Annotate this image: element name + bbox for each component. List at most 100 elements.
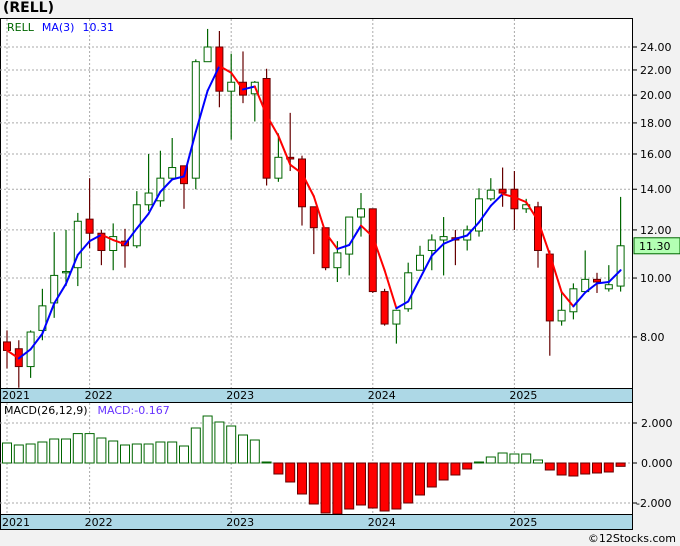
legend-ma-label: MA(3) xyxy=(42,21,75,34)
macd-bar-negative xyxy=(308,462,319,505)
macd-bar-positive xyxy=(167,441,178,464)
candle-up xyxy=(168,167,177,179)
ma-segment xyxy=(206,64,221,92)
candle-up xyxy=(557,309,566,322)
ma-segment xyxy=(6,349,20,360)
macd-bar-negative xyxy=(356,462,366,506)
candle-up xyxy=(73,220,82,269)
ma-segment xyxy=(430,242,445,257)
legend-ma-value: 10.31 xyxy=(82,21,114,34)
ma-segment xyxy=(537,219,551,256)
ma-segment xyxy=(466,221,480,237)
candle-up xyxy=(616,245,625,287)
macd-bar-negative xyxy=(615,462,626,467)
candle-up xyxy=(274,156,283,179)
macd-bar-positive xyxy=(521,453,532,464)
ma-segment xyxy=(41,302,56,335)
macd-bar-positive xyxy=(179,445,189,464)
ma-segment xyxy=(371,235,386,272)
ma-line xyxy=(6,64,622,360)
macd-bar-negative xyxy=(592,462,602,474)
macd-bar-negative xyxy=(556,462,567,476)
year-label: 2021 xyxy=(2,389,30,402)
macd-bar-positive xyxy=(143,443,154,464)
ma-segment xyxy=(478,204,492,224)
macd-bar-negative xyxy=(320,462,331,514)
ma-segment xyxy=(194,89,209,133)
candle-down xyxy=(85,218,94,234)
candle-down xyxy=(3,341,11,351)
macd-bar-positive xyxy=(2,442,12,464)
candle-up xyxy=(333,252,342,269)
ma-segment xyxy=(124,227,138,246)
macd-bar-negative xyxy=(391,462,402,510)
ma-segment xyxy=(584,282,598,294)
candle-up xyxy=(475,198,483,232)
candle-up xyxy=(392,309,401,325)
macd-bar-positive xyxy=(96,437,107,464)
last-price-tag: 11.30 xyxy=(633,237,680,255)
macd-title: MACD(26,12,9) xyxy=(4,404,88,417)
candle-up xyxy=(203,46,212,63)
last-price-label: 11.30 xyxy=(639,240,671,253)
ma-segment xyxy=(419,254,433,280)
ma-segment xyxy=(596,281,610,285)
macd-bar-negative xyxy=(403,462,414,504)
ma-segment xyxy=(525,201,539,222)
macd-bar-positive xyxy=(25,443,36,464)
macd-bar-positive xyxy=(249,439,260,464)
ma-segment xyxy=(253,85,268,117)
ma-segment xyxy=(489,192,504,207)
price-tick-label: 24.00 xyxy=(640,41,672,54)
macd-tick-label: 0.000 xyxy=(641,457,673,470)
chart-title: (RELL) xyxy=(3,0,54,16)
year-label: 2024 xyxy=(368,389,396,402)
copyright-footer: ©12Stocks.com xyxy=(587,532,676,545)
macd-bar-negative xyxy=(415,462,425,496)
macd-axis: 2.000 0.000 -2.000 xyxy=(632,417,673,510)
candle-up xyxy=(486,189,495,200)
ma-segment xyxy=(171,175,185,181)
macd-bar-negative xyxy=(438,462,449,481)
ma-segment xyxy=(336,244,351,250)
macd-bar-negative xyxy=(285,462,296,483)
macd-bar-negative xyxy=(273,462,284,475)
ma-segment xyxy=(312,195,327,234)
candle-down xyxy=(309,206,318,229)
ma-segment xyxy=(301,172,315,198)
macd-legend: MACD(26,12,9) MACD:-0.167 xyxy=(4,404,170,417)
macd-bar-positive xyxy=(533,459,543,464)
ma-segment xyxy=(76,240,91,256)
price-tick-label: 18.00 xyxy=(640,117,672,130)
macd-bar-positive xyxy=(226,425,237,464)
macd-year-labels: 2021 2022 2023 2024 2025 xyxy=(2,516,537,529)
candle-up xyxy=(357,208,365,218)
candle-down xyxy=(97,232,106,251)
candles xyxy=(3,28,625,388)
ma-segment xyxy=(501,192,516,199)
macd-bar-negative xyxy=(462,462,473,470)
macd-bar-negative xyxy=(544,462,555,471)
candle-down xyxy=(380,291,389,325)
ma-segment xyxy=(289,163,303,175)
macd-bar-negative xyxy=(332,462,343,515)
ma-segment xyxy=(230,71,244,91)
year-label: 2022 xyxy=(85,516,113,529)
ma-segment xyxy=(29,332,44,351)
ma-segment xyxy=(360,224,374,238)
candle-up xyxy=(227,81,236,92)
candle-down xyxy=(321,227,330,269)
macd-bar-negative xyxy=(450,462,461,476)
candle-down xyxy=(593,278,601,283)
candle-up xyxy=(569,288,578,313)
ma-segment xyxy=(159,178,174,193)
price-tick-label: 8.00 xyxy=(640,331,665,344)
candle-up xyxy=(416,254,424,271)
ma-segment xyxy=(53,282,67,305)
year-label: 2022 xyxy=(85,389,113,402)
candle-down xyxy=(498,188,507,194)
candle-up xyxy=(38,305,47,331)
ma-segment xyxy=(324,231,339,250)
ma-segment xyxy=(218,64,233,74)
